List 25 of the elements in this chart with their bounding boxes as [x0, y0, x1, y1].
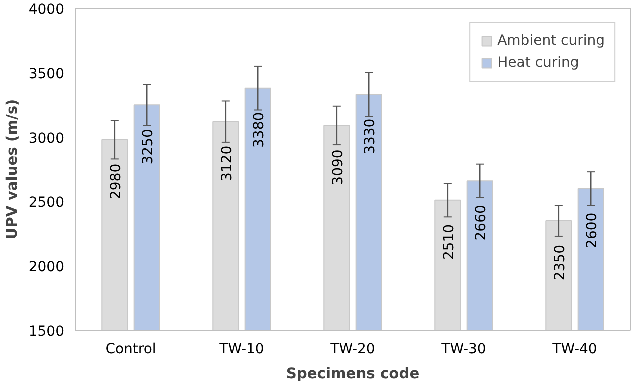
data-label: 2510	[441, 224, 458, 260]
data-label: 3120	[219, 146, 236, 182]
legend-label: Heat curing	[498, 55, 580, 71]
data-label: 3380	[252, 112, 268, 148]
data-label: 2350	[552, 245, 568, 281]
y-tick-label: 1500	[28, 324, 65, 340]
y-tick-label: 3000	[28, 130, 65, 147]
data-label: 3090	[330, 150, 346, 186]
y-tick-label: 4000	[28, 2, 65, 18]
y-tick-label: 3500	[28, 66, 65, 82]
x-tick-label: TW-20	[330, 342, 376, 358]
y-tick-label: 2000	[28, 260, 65, 276]
x-tick-label: TW-40	[552, 342, 598, 358]
x-tick-label: TW-30	[440, 342, 486, 358]
data-label: 2980	[108, 164, 124, 200]
x-tick-label: Control	[106, 342, 156, 358]
x-tick-label: TW-10	[218, 342, 264, 358]
y-axis-title: UPV values (m/s)	[4, 99, 21, 240]
data-label: 3330	[362, 118, 379, 154]
x-axis-title: Specimens code	[286, 366, 420, 382]
legend-label: Ambient curing	[498, 33, 605, 49]
y-tick-label: 2500	[28, 195, 65, 212]
data-label: 2600	[584, 212, 601, 248]
data-label: 3250	[140, 129, 157, 165]
data-label: 2660	[474, 205, 490, 241]
